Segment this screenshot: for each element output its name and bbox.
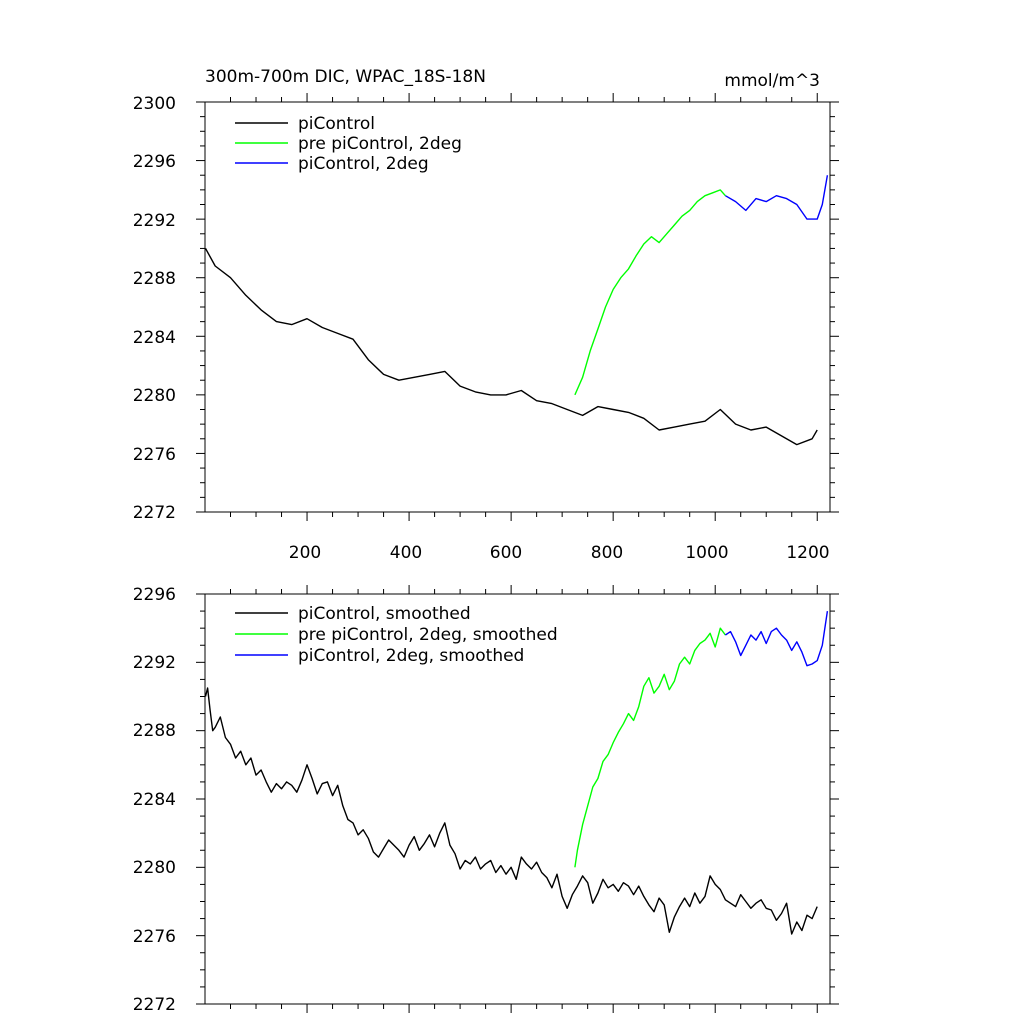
y-tick-label: 2280	[133, 858, 176, 878]
legend-label: piControl, 2deg, smoothed	[298, 646, 524, 666]
x-tick-label: 600	[490, 543, 522, 563]
x-tick-label: 800	[591, 543, 623, 563]
legend-label: piControl, 2deg	[298, 154, 429, 174]
x-tick-label: 1000	[685, 543, 728, 563]
x-tick-labels: 200 400 600 800 1000 1200	[289, 543, 830, 563]
series-line-picontrol-2deg	[725, 175, 829, 220]
y-tick-label: 2276	[133, 927, 176, 947]
legend-label: piControl	[298, 114, 375, 134]
series-line-picontrol	[204, 248, 818, 446]
series-line-pre-picontrol-2deg-smoothed	[574, 627, 726, 868]
top-chart-panel: 300m-700m DIC, WPAC_18S-18N mmol/m^3 230…	[133, 67, 839, 563]
legend: piControl pre piControl, 2deg piControl,…	[235, 114, 462, 174]
y-tick-label: 2272	[133, 503, 176, 523]
y-tick-label: 2292	[133, 211, 176, 231]
y-tick-label: 2292	[133, 653, 176, 673]
chart-title: 300m-700m DIC, WPAC_18S-18N	[205, 67, 486, 87]
legend-label: piControl, smoothed	[298, 604, 471, 624]
x-tick-label: 1200	[786, 543, 829, 563]
y-tick-label: 2276	[133, 445, 176, 465]
legend-label: pre piControl, 2deg	[298, 134, 462, 154]
y-tick-label: 2280	[133, 386, 176, 406]
y-tick-label: 2296	[133, 585, 176, 605]
y-tick-label: 2272	[133, 995, 176, 1015]
series-line-picontrol-smoothed	[204, 687, 818, 935]
y-tick-labels: 2300 2296 2292 2288 2284 2280 2276 2272	[133, 94, 176, 523]
series-line-pre-picontrol-2deg	[574, 189, 726, 396]
bottom-chart-panel: 2296 2292 2288 2284 2280 2276 2272 piCon…	[133, 585, 839, 1015]
legend: piControl, smoothed pre piControl, 2deg,…	[235, 604, 558, 666]
y-tick-label: 2296	[133, 152, 176, 172]
y-tick-label: 2288	[133, 269, 176, 289]
x-tick-label: 200	[289, 543, 321, 563]
y-tick-label: 2284	[133, 328, 176, 348]
legend-label: pre piControl, 2deg, smoothed	[298, 625, 558, 645]
series-line-picontrol-2deg-smoothed	[725, 610, 829, 667]
units-label: mmol/m^3	[724, 71, 820, 91]
x-tick-label: 400	[390, 543, 422, 563]
y-tick-label: 2288	[133, 721, 176, 741]
y-tick-label: 2300	[133, 94, 176, 114]
y-tick-labels: 2296 2292 2288 2284 2280 2276 2272	[133, 585, 176, 1015]
y-tick-label: 2284	[133, 790, 176, 810]
